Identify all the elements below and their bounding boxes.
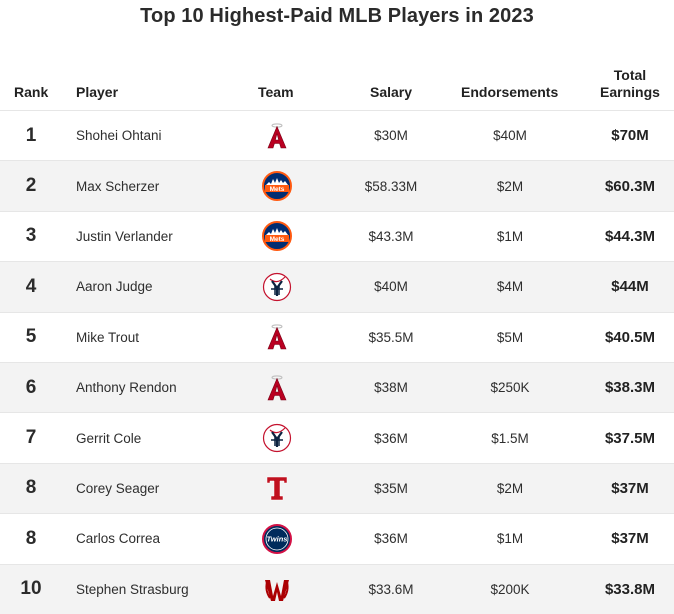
nationals-logo-icon xyxy=(261,573,293,605)
endorsements-cell: $1.5M xyxy=(491,430,529,446)
team-cell xyxy=(255,565,299,614)
endorsements-cell: $250K xyxy=(490,380,530,396)
table-row: 4 Aaron Judge $40M $4M $44M xyxy=(0,261,674,312)
total-earnings-cell: $37.5M xyxy=(604,429,656,447)
endorsements-cell: $1M xyxy=(496,531,524,547)
total-earnings-cell: $40.5M xyxy=(604,328,656,346)
total-earnings-cell: $60.3M xyxy=(604,177,656,195)
team-cell xyxy=(255,464,299,513)
player-name-cell: Justin Verlander xyxy=(76,228,173,244)
rank-cell: 1 xyxy=(25,124,37,146)
endorsements-cell: $40M xyxy=(493,128,527,144)
player-name-cell: Mike Trout xyxy=(76,329,140,345)
rank-cell: 8 xyxy=(25,527,37,549)
total-earnings-cell: $44M xyxy=(611,278,649,296)
total-earnings-cell: $38.3M xyxy=(604,379,656,397)
team-cell: Twins xyxy=(255,514,299,563)
header-endorsements: Endorsements xyxy=(461,84,559,100)
header-rank: Rank xyxy=(14,84,49,100)
total-earnings-cell: $37M xyxy=(611,530,649,548)
player-name-cell: Shohei Ohtani xyxy=(76,128,162,144)
table-row: 3 Justin Verlander Mets $43.3M $1M $44.3M xyxy=(0,210,674,261)
total-earnings-cell: $37M xyxy=(611,479,649,497)
endorsements-cell: $1M xyxy=(496,228,524,244)
angels-logo-icon xyxy=(261,372,293,404)
svg-text:Twins: Twins xyxy=(267,534,288,543)
angels-logo-icon xyxy=(261,321,293,353)
chart-title: Top 10 Highest-Paid MLB Players in 2023 xyxy=(140,5,534,27)
rank-cell: 10 xyxy=(20,578,42,600)
salary-cell: $35M xyxy=(374,480,408,496)
header-team: Team xyxy=(258,84,294,100)
player-name-cell: Carlos Correa xyxy=(76,531,161,547)
player-name-cell: Max Scherzer xyxy=(76,178,160,194)
table-row: 5 Mike Trout $35.5M $5M $40.5M xyxy=(0,311,674,362)
rank-cell: 6 xyxy=(25,376,37,398)
mets-logo-icon: Mets xyxy=(261,220,293,252)
rank-cell: 5 xyxy=(25,326,37,348)
mets-logo-icon: Mets xyxy=(261,170,293,202)
endorsements-cell: $2M xyxy=(496,178,524,194)
header-total-line2: Earnings xyxy=(600,84,660,100)
table-header: Rank Player Team Salary Endorsements Tot… xyxy=(0,62,674,110)
total-earnings-cell: $44.3M xyxy=(604,227,656,245)
player-name-cell: Aaron Judge xyxy=(76,279,153,295)
rank-cell: 7 xyxy=(25,427,37,449)
salary-cell: $58.33M xyxy=(364,178,418,194)
player-name-cell: Anthony Rendon xyxy=(76,380,177,396)
player-name-cell: Stephen Strasburg xyxy=(76,581,189,597)
header-player: Player xyxy=(76,84,119,100)
rank-cell: 8 xyxy=(25,477,37,499)
angels-logo-icon xyxy=(261,120,293,152)
team-cell: Mets xyxy=(255,161,299,210)
rangers-logo-icon xyxy=(261,472,293,504)
team-cell xyxy=(255,313,299,362)
team-cell xyxy=(255,363,299,412)
player-name-cell: Corey Seager xyxy=(76,480,160,496)
svg-text:Mets: Mets xyxy=(270,186,285,193)
endorsements-cell: $200K xyxy=(490,581,530,597)
table-row: 2 Max Scherzer Mets $58.33M $2M $60.3M xyxy=(0,160,674,211)
total-earnings-cell: $33.8M xyxy=(604,580,656,598)
twins-logo-icon: Twins xyxy=(261,523,293,555)
team-cell xyxy=(255,413,299,462)
header-total-earnings: Total Earnings xyxy=(598,67,662,101)
total-earnings-cell: $70M xyxy=(611,127,649,145)
salary-cell: $36M xyxy=(374,531,408,547)
table-body: 1 Shohei Ohtani $30M $40M $70M 2 Max Scherzer M… xyxy=(0,110,674,614)
player-name-cell: Gerrit Cole xyxy=(76,430,142,446)
table-row: 8 Corey Seager $35M $2M $37M xyxy=(0,462,674,514)
rank-cell: 2 xyxy=(25,175,37,197)
table-row: 1 Shohei Ohtani $30M $40M $70M xyxy=(0,110,674,160)
yankees-logo-icon xyxy=(261,422,293,454)
table-row: 10 Stephen Strasburg $33.6M $200K $33.8M xyxy=(0,563,674,614)
salary-cell: $35.5M xyxy=(368,329,414,345)
rank-cell: 3 xyxy=(25,225,37,247)
table-row: 6 Anthony Rendon $38M $250K $38.3M xyxy=(0,361,674,413)
salary-cell: $36M xyxy=(374,430,408,446)
team-cell: Mets xyxy=(255,212,299,261)
header-total-line1: Total xyxy=(613,67,647,83)
endorsements-cell: $2M xyxy=(496,480,524,496)
yankees-logo-icon xyxy=(261,271,293,303)
endorsements-cell: $5M xyxy=(496,329,524,345)
endorsements-cell: $4M xyxy=(496,279,524,295)
salary-cell: $30M xyxy=(374,128,408,144)
table-row: 7 Gerrit Cole $36M $1.5M $37.5M xyxy=(0,412,674,462)
table-row: 8 Carlos Correa Twins $36M $1M $37M xyxy=(0,513,674,563)
svg-text:Mets: Mets xyxy=(270,236,285,243)
salary-cell: $38M xyxy=(374,380,408,396)
salary-cell: $43.3M xyxy=(368,228,414,244)
header-salary: Salary xyxy=(370,84,413,100)
team-cell xyxy=(255,262,299,311)
team-cell xyxy=(255,111,299,160)
rank-cell: 4 xyxy=(25,275,37,297)
salary-cell: $40M xyxy=(374,279,408,295)
salary-cell: $33.6M xyxy=(368,581,414,597)
